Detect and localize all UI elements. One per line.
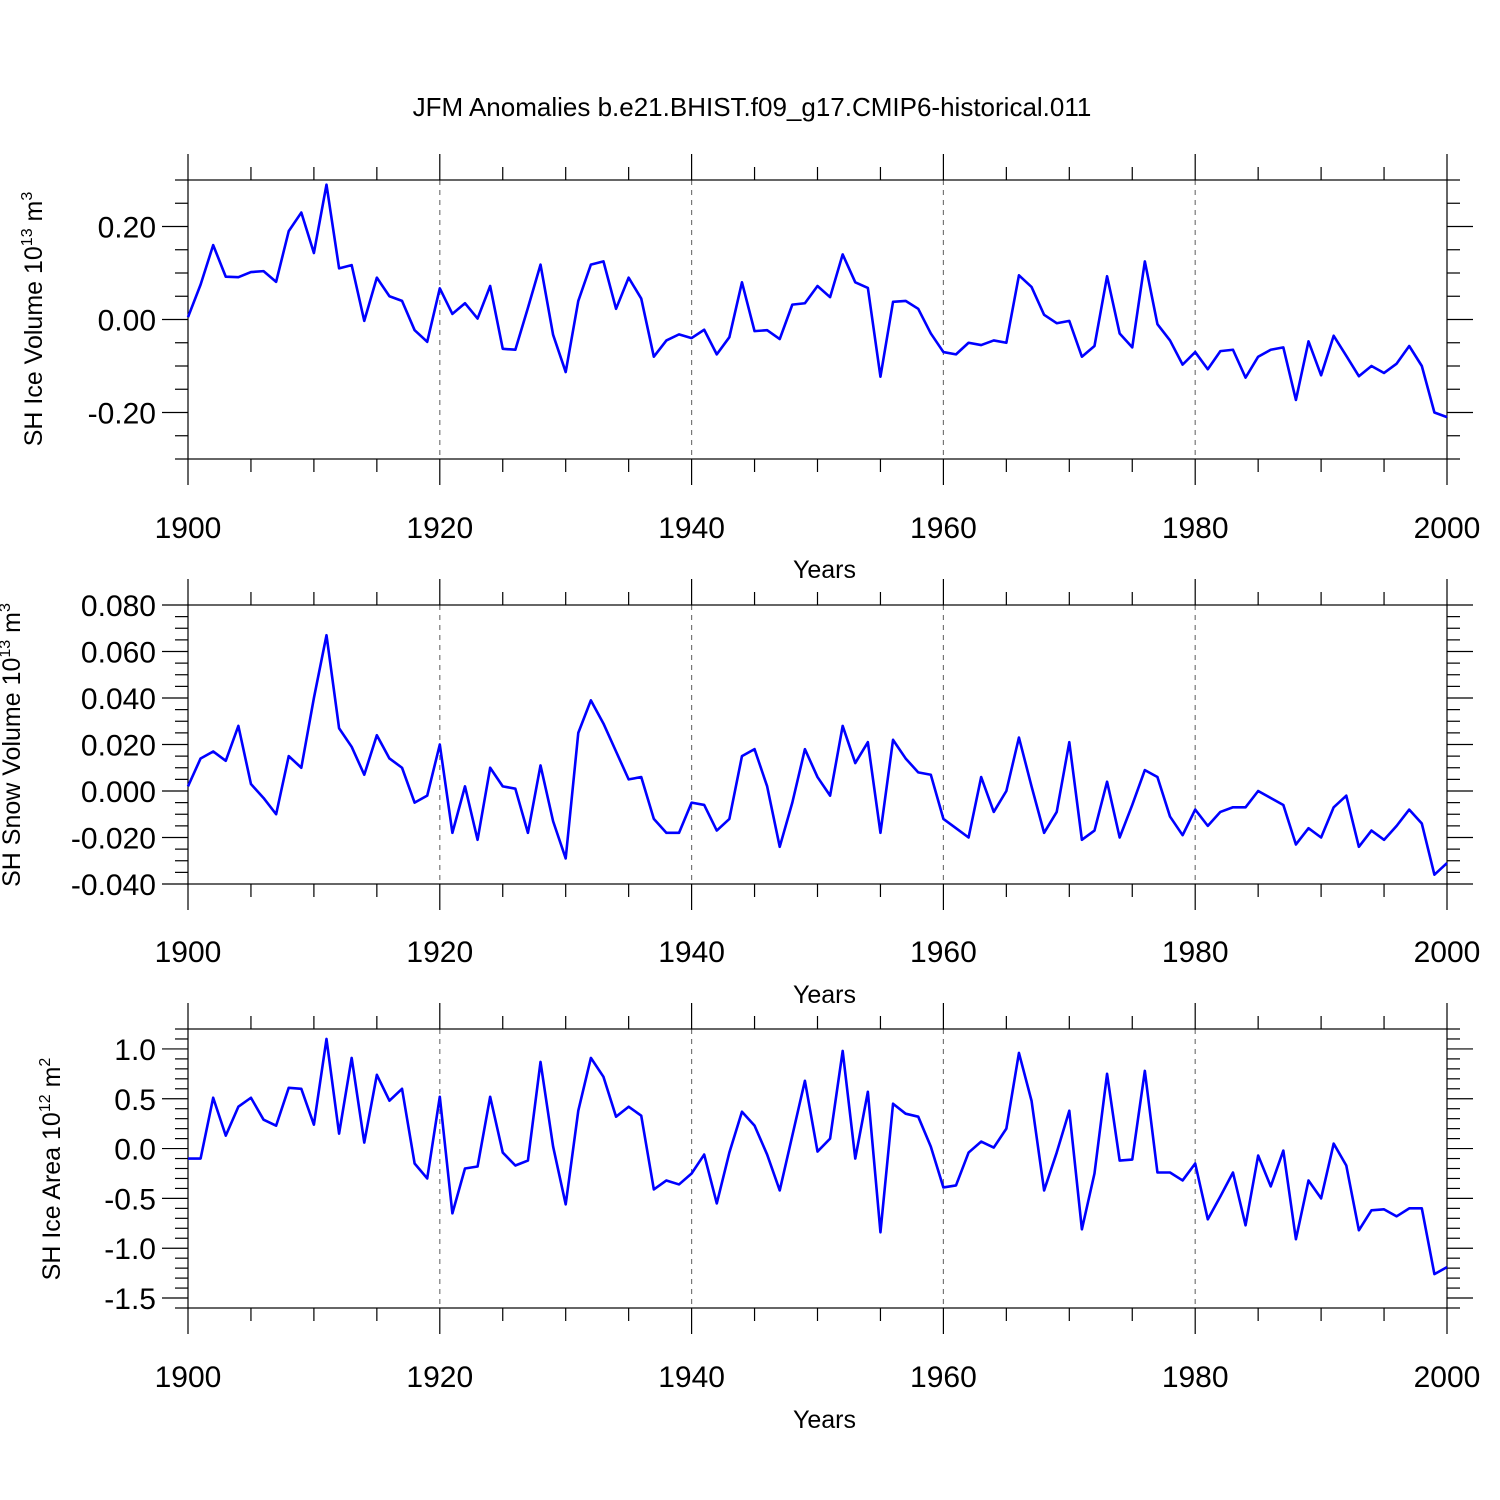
y-tick-label: -1.5 [104, 1283, 156, 1316]
x-tick-label: 2000 [1414, 1361, 1481, 1394]
snow-volume-panel: -0.040 -0.020 0.000 0.020 0.040 0.060 0.080 190… [0, 579, 1480, 1009]
x-tick-label: 1900 [155, 936, 222, 969]
ice-area-panel: -1.5 -1.0 -0.5 0.0 0.5 1.0 1900 1920 1940 1960 198… [37, 1003, 1480, 1434]
y-tick-label: 0.060 [81, 637, 156, 670]
y-axis-label-superscript: 3 [0, 603, 14, 612]
x-tick-label: 1980 [1162, 1361, 1229, 1394]
y-tick-label: -0.20 [88, 398, 156, 431]
y-tick-label: 0.020 [81, 730, 156, 763]
plot-frame [187, 1028, 1448, 1309]
y-tick-label: 0.20 [98, 212, 156, 245]
y-axis-label-text: SH Ice Volume 10 [20, 246, 48, 446]
data-series-line [188, 1037, 1448, 1276]
x-axis-label: Years [793, 981, 856, 1009]
y-axis-label: SH Ice Volume 1013 m3 [19, 192, 48, 447]
y-axis-label-superscript: 2 [37, 1058, 54, 1067]
y-tick-label: -0.5 [104, 1183, 156, 1216]
plot-frame [187, 604, 1448, 885]
chart-title: JFM Anomalies b.e21.BHIST.f09_g17.CMIP6-… [413, 92, 1092, 122]
data-series-line [186, 633, 1448, 877]
x-tick-label: 1960 [910, 1361, 977, 1394]
y-tick-label: 0.000 [81, 776, 156, 809]
x-tick-label: 1980 [1162, 512, 1229, 545]
x-tick-label: 1960 [910, 512, 977, 545]
y-tick-label: 0.5 [114, 1084, 156, 1117]
data-series-line [186, 183, 1448, 419]
x-tick-label: 1940 [658, 1361, 725, 1394]
x-tick-label: 1960 [910, 936, 977, 969]
y-axis-label-text: m [20, 201, 48, 229]
y-tick-label: -1.0 [104, 1233, 156, 1266]
y-axis-label-superscript: 12 [37, 1094, 54, 1112]
x-tick-label: 1940 [658, 936, 725, 969]
plot-frame [187, 179, 1448, 460]
x-axis-label: Years [793, 556, 856, 584]
y-axis-label-text: m [0, 612, 26, 640]
ice-volume-panel: -0.20 0.00 0.20 1900 1920 1940 1960 1980 2000 Yea… [19, 154, 1480, 584]
y-tick-label: 1.0 [114, 1034, 156, 1067]
y-axis-label-superscript: 3 [19, 192, 36, 201]
x-tick-label: 1920 [406, 512, 473, 545]
y-tick-label: -0.040 [71, 869, 156, 902]
y-axis-label-text: m [38, 1067, 66, 1095]
y-tick-label: 0.080 [81, 590, 156, 623]
y-tick-label: 0.0 [114, 1134, 156, 1167]
x-tick-label: 1920 [406, 936, 473, 969]
panels: -0.20 0.00 0.20 1900 1920 1940 1960 1980 2000 Yea… [0, 154, 1480, 1434]
y-axis-label-text: SH Snow Volume 10 [0, 658, 26, 887]
x-tick-label: 1980 [1162, 936, 1229, 969]
y-tick-label: -0.020 [71, 823, 156, 856]
y-axis-label: SH Snow Volume 1013 m3 [0, 603, 26, 887]
x-tick-label: 2000 [1414, 512, 1481, 545]
y-tick-label: 0.040 [81, 683, 156, 716]
y-tick-label: 0.00 [98, 305, 156, 338]
x-tick-label: 1920 [406, 1361, 473, 1394]
y-axis-label-text: SH Ice Area 10 [38, 1112, 66, 1280]
y-axis-label-superscript: 13 [19, 228, 36, 246]
y-axis-label-superscript: 13 [0, 640, 14, 658]
x-tick-label: 1940 [658, 512, 725, 545]
x-tick-label: 2000 [1414, 936, 1481, 969]
x-tick-label: 1900 [155, 512, 222, 545]
x-tick-label: 1900 [155, 1361, 222, 1394]
x-axis-label: Years [793, 1406, 856, 1434]
y-axis-label: SH Ice Area 1012 m2 [37, 1058, 66, 1281]
